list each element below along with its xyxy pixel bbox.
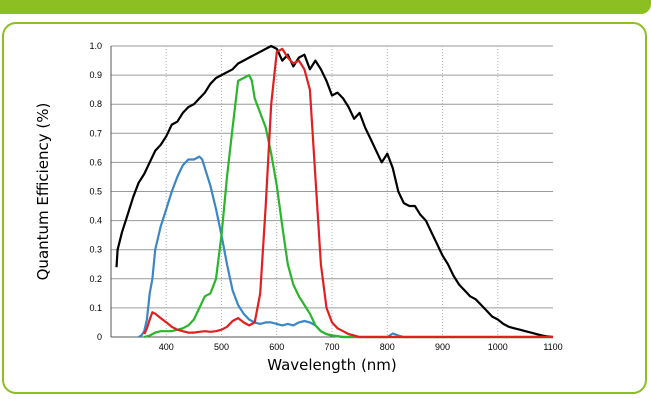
y-tick-label: 0.2 [89,274,102,284]
y-tick-label: 0.3 [89,245,102,255]
y-tick-label: 0.1 [89,303,102,313]
x-tick-label: 900 [435,342,450,352]
series-line-3 [143,47,553,339]
y-tick-label: 0.5 [89,187,102,197]
x-tick-label: 800 [380,342,395,352]
x-axis-title: Wavelength (nm) [267,356,397,374]
x-tick-label: 500 [214,342,229,352]
x-tick-label: 700 [324,342,339,352]
y-tick-label: 0.7 [89,128,102,138]
series-lines [115,44,554,339]
y-tick-label: 0.6 [89,157,102,167]
series-line-2 [143,74,553,339]
y-axis-title: Quantum Efficiency (%) [34,103,52,281]
x-tick-label: 400 [159,342,174,352]
chart-panel: 0 0.1 0.2 0.3 0.4 0.5 0.6 0.7 0.8 0.9 1.0 400 500 600… [2,22,647,394]
chart-grid [111,45,553,337]
series-line-0 [115,44,554,339]
y-tick-label: 0.8 [89,99,102,109]
y-tick-label: 1.0 [89,41,102,51]
y-tick-label: 0 [97,332,102,342]
x-tick-label: 600 [269,342,284,352]
y-tick-label: 0.4 [89,216,102,226]
y-tick-label: 0.9 [89,70,102,80]
series-line-1 [138,155,553,339]
qe-chart: 0 0.1 0.2 0.3 0.4 0.5 0.6 0.7 0.8 0.9 1.0 400 500 600… [34,41,563,374]
header-bar [0,0,651,14]
x-tick-label: 1000 [488,342,508,352]
x-tick-label: 1100 [543,342,562,352]
tick-labels: 0 0.1 0.2 0.3 0.4 0.5 0.6 0.7 0.8 0.9 1.0 400 500 600… [89,41,562,352]
